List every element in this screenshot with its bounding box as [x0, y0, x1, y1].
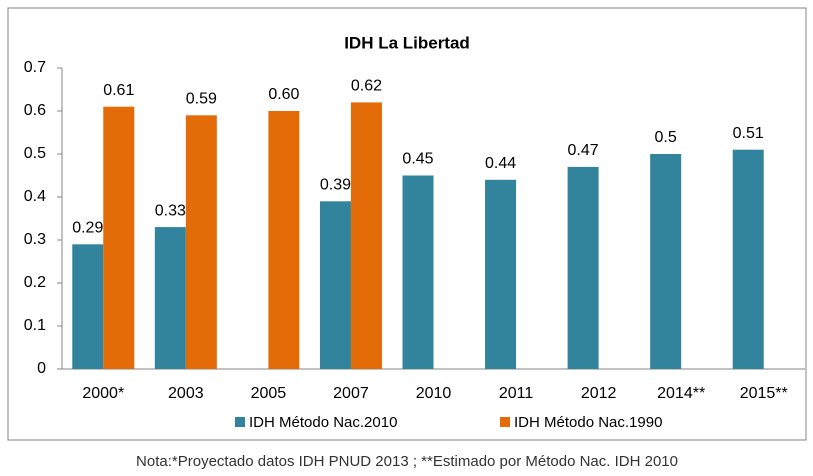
data-label: 0.39 — [320, 177, 351, 194]
bar — [154, 227, 186, 369]
chart-title: IDH La Libertad — [344, 33, 470, 52]
y-tick-label: 0 — [37, 360, 46, 377]
bar — [732, 149, 764, 369]
data-label: 0.51 — [733, 125, 764, 142]
data-label: 0.44 — [485, 155, 516, 172]
bar — [103, 106, 135, 369]
data-label: 0.45 — [402, 151, 433, 168]
bar — [402, 175, 434, 369]
bar — [650, 154, 682, 369]
x-tick-label: 2007 — [333, 385, 369, 402]
bar — [319, 201, 351, 369]
x-tick-label: 2005 — [251, 385, 287, 402]
x-tick-label: 2011 — [499, 385, 534, 402]
y-tick-label: 0.4 — [24, 188, 46, 205]
data-label: 0.47 — [568, 142, 599, 159]
y-tick-label: 0.3 — [24, 231, 46, 248]
data-label: 0.59 — [186, 91, 217, 108]
legend-label: IDH Método Nac.1990 — [514, 414, 662, 431]
bar — [185, 115, 217, 369]
legend-swatch — [500, 417, 510, 427]
x-tick-label: 2010 — [416, 385, 452, 402]
data-label: 0.33 — [155, 202, 186, 219]
x-tick-label: 2015** — [740, 385, 788, 402]
data-label: 0.61 — [103, 82, 134, 99]
data-label: 0.29 — [72, 220, 103, 237]
y-tick-label: 0.6 — [24, 102, 46, 119]
x-tick-label: 2003 — [168, 385, 204, 402]
y-tick-label: 0.5 — [24, 145, 46, 162]
bar — [485, 179, 517, 369]
y-tick-label: 0.1 — [24, 317, 46, 334]
data-label: 0.62 — [351, 78, 382, 95]
y-tick-label: 0.2 — [24, 274, 46, 291]
bar — [72, 244, 104, 369]
bar — [268, 111, 300, 369]
x-tick-label: 2012 — [581, 385, 617, 402]
data-label: 0.60 — [268, 86, 299, 103]
y-tick-label: 0.7 — [24, 59, 46, 76]
x-tick-label: 2014** — [657, 385, 705, 402]
bar — [567, 166, 599, 369]
data-label: 0.5 — [655, 129, 677, 146]
chart-note: Nota:*Proyectado datos IDH PNUD 2013 ; *… — [136, 453, 678, 470]
bar — [350, 102, 382, 370]
x-tick-label: 2000* — [82, 385, 124, 402]
legend-label: IDH Método Nac.2010 — [249, 414, 397, 431]
legend-swatch — [235, 417, 245, 427]
